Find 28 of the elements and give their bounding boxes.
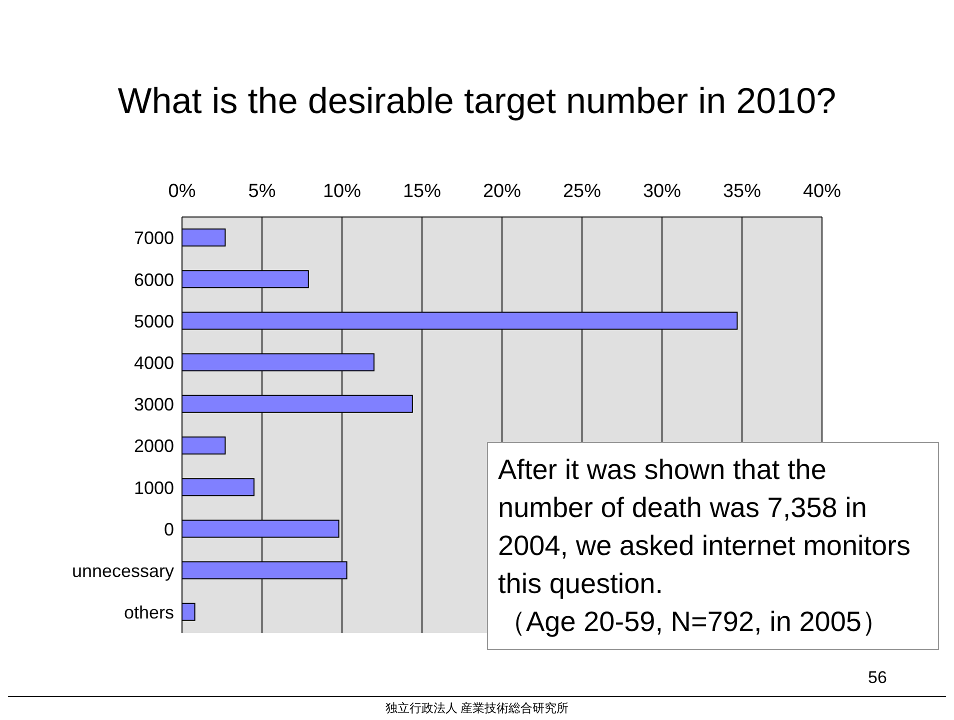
bar	[182, 436, 226, 454]
x-tick-label: 30%	[642, 181, 682, 202]
chart-title: What is the desirable target number in 2010?	[116, 80, 838, 122]
y-tick-label: 1000	[134, 478, 174, 498]
x-tick-label: 5%	[248, 181, 276, 202]
y-tick-label: 2000	[134, 436, 174, 456]
x-tick-label: 20%	[482, 181, 522, 202]
text: 56	[868, 668, 887, 688]
text: 独立行政法人 産業技術総合研究所	[384, 700, 570, 717]
x-tick-label: 10%	[322, 181, 362, 202]
y-tick-label: others	[124, 602, 174, 623]
y-tick-label: 5000	[134, 311, 174, 332]
annotation: After it was shown that the number of death was 7,358 in 2004, we asked internet monitors this question.	[498, 453, 912, 601]
annotation: （Age 20-59, N=792, in 2005）	[498, 605, 890, 639]
y-tick-label: 7000	[134, 228, 174, 248]
bar	[182, 602, 196, 621]
bar	[182, 228, 226, 246]
x-tick-label: 25%	[562, 181, 602, 202]
x-tick-label: 40%	[802, 181, 842, 202]
x-tick-label: 35%	[722, 181, 762, 202]
x-tick-label: 0%	[168, 181, 196, 202]
x-tick-label: 15%	[402, 181, 442, 202]
y-tick-label: 6000	[134, 270, 174, 290]
y-tick-label: unnecessary	[72, 560, 174, 581]
y-tick-label: 3000	[134, 394, 174, 415]
y-tick-label: 4000	[134, 352, 174, 373]
y-tick-label: 0	[164, 519, 174, 540]
bar	[182, 478, 254, 496]
